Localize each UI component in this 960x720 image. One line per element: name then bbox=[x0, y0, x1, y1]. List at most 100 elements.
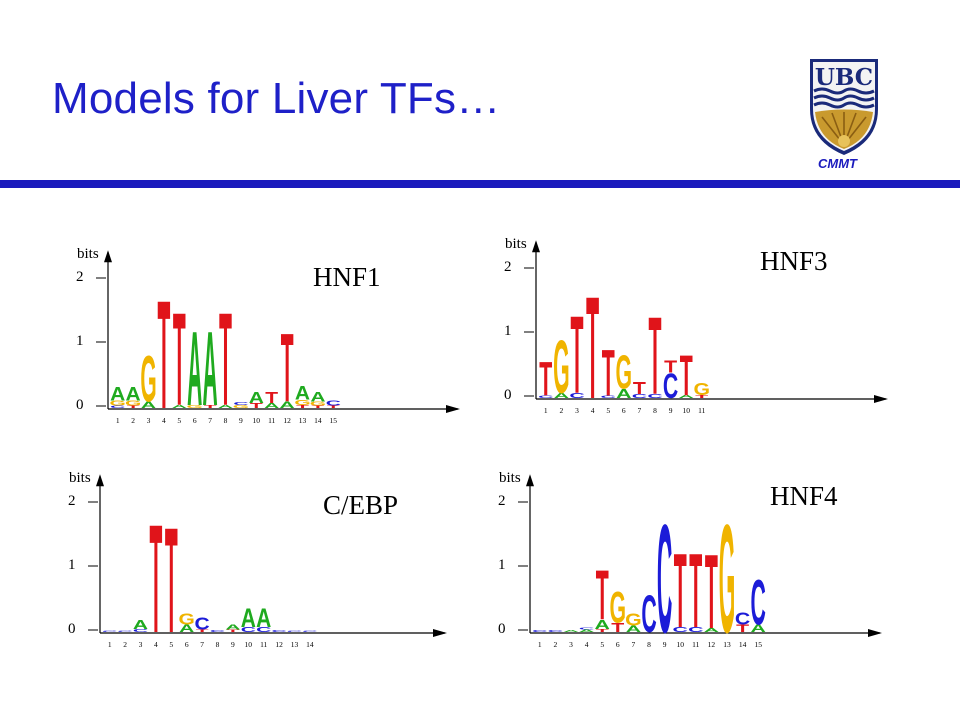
logo-letter-t: T bbox=[265, 388, 279, 406]
position-label: 5 bbox=[169, 640, 173, 649]
logo-letter-c: C bbox=[195, 614, 210, 634]
position-label: 8 bbox=[647, 640, 651, 649]
position-label: 4 bbox=[154, 640, 158, 649]
x-axis-arrow bbox=[446, 405, 460, 413]
position-label: 14 bbox=[306, 640, 314, 649]
logo-letter-c: C bbox=[133, 628, 148, 633]
logo-letter-c: C bbox=[287, 631, 303, 633]
position-label: 6 bbox=[185, 640, 189, 649]
logo-label-hnf1: HNF1 bbox=[313, 262, 381, 292]
logo-letter-a: A bbox=[679, 394, 694, 399]
logo-label-cebp: C/EBP bbox=[323, 490, 399, 520]
position-label: 12 bbox=[708, 640, 716, 649]
position-label: 11 bbox=[268, 416, 275, 425]
position-label: 10 bbox=[682, 406, 690, 415]
position-label: 9 bbox=[663, 640, 667, 649]
position-label: 15 bbox=[754, 640, 762, 649]
ubc-crest-logo: UBC bbox=[808, 57, 880, 157]
logo-letter-g: G bbox=[719, 493, 736, 660]
logo-letter-t: T bbox=[695, 394, 709, 399]
logo-letter-g: G bbox=[110, 400, 126, 408]
position-label: 11 bbox=[692, 640, 699, 649]
position-label: 13 bbox=[723, 640, 731, 649]
logo-letter-c: C bbox=[663, 368, 678, 407]
y-tick-label: 0 bbox=[504, 387, 512, 403]
logo-letter-c: C bbox=[326, 400, 341, 408]
logo-letter-a: A bbox=[256, 604, 271, 634]
logo-letter-a: A bbox=[187, 310, 202, 428]
position-label: 4 bbox=[591, 406, 595, 415]
logo-letter-a: A bbox=[563, 630, 578, 633]
position-label: 9 bbox=[669, 406, 673, 415]
logo-letter-c: C bbox=[647, 394, 662, 400]
y-tick-label: 1 bbox=[504, 323, 512, 339]
position-label: 1 bbox=[544, 406, 548, 415]
y-tick-label: 2 bbox=[498, 493, 506, 509]
logo-label-hnf4: HNF4 bbox=[770, 481, 838, 511]
logo-letter-c: C bbox=[569, 392, 584, 400]
logo-letter-a: A bbox=[264, 402, 279, 410]
position-label: 3 bbox=[569, 640, 573, 649]
x-axis-arrow bbox=[433, 629, 447, 637]
logo-letter-c: C bbox=[233, 401, 248, 406]
position-label: 14 bbox=[314, 416, 322, 425]
logo-letter-g: G bbox=[233, 404, 249, 409]
logo-letter-c: C bbox=[302, 631, 318, 633]
logo-letter-g: G bbox=[294, 399, 310, 407]
logo-letter-c: C bbox=[632, 394, 647, 400]
logo-letter-t: T bbox=[586, 268, 599, 425]
logo-letter-c: C bbox=[579, 627, 594, 630]
position-label: 1 bbox=[538, 640, 542, 649]
logo-letter-t: T bbox=[680, 344, 693, 408]
logo-letter-t: T bbox=[219, 286, 232, 434]
position-label: 12 bbox=[275, 640, 283, 649]
position-label: 5 bbox=[600, 640, 604, 649]
logo-letter-c: C bbox=[688, 626, 703, 634]
logo-letter-t: T bbox=[664, 357, 677, 377]
y-axis-arrow bbox=[526, 474, 534, 487]
logo-letter-t: T bbox=[571, 293, 584, 417]
position-label: 15 bbox=[330, 416, 338, 425]
logo-letter-a: A bbox=[249, 388, 264, 406]
position-label: 5 bbox=[606, 406, 610, 415]
logo-letter-t: T bbox=[149, 493, 162, 660]
position-label: 8 bbox=[216, 640, 220, 649]
sequence-logo-cebp: bits 0 1 2 C 1 C 2 C A 3 T 4 T 5 A G 6 T C 7 C 8 T A 9 C A 10 C A 11 C 12… bbox=[50, 455, 460, 660]
y-axis-label: bits bbox=[499, 470, 521, 486]
position-label: 5 bbox=[177, 416, 181, 425]
position-label: 10 bbox=[676, 640, 684, 649]
logo-letter-t: T bbox=[705, 534, 718, 652]
y-axis-arrow bbox=[96, 474, 104, 487]
logo-letter-t: T bbox=[539, 351, 552, 405]
logo-letter-t: T bbox=[736, 623, 750, 635]
logo-letter-c: C bbox=[751, 568, 766, 639]
logo-letter-t: T bbox=[173, 286, 186, 434]
logo-letter-t: T bbox=[649, 294, 662, 418]
logo-letter-a: A bbox=[172, 404, 187, 409]
logo-letter-a: A bbox=[616, 386, 632, 401]
position-label: 2 bbox=[560, 406, 564, 415]
logo-letter-a: A bbox=[295, 383, 311, 404]
position-label: 8 bbox=[224, 416, 228, 425]
logo-letter-t: T bbox=[611, 620, 624, 635]
logo-letter-a: A bbox=[626, 624, 642, 634]
logo-letter-t: T bbox=[165, 496, 178, 660]
logo-letter-g: G bbox=[187, 404, 203, 409]
logo-letter-c: C bbox=[272, 630, 287, 633]
logo-letter-t: T bbox=[674, 533, 687, 651]
y-tick-label: 0 bbox=[76, 397, 84, 413]
sequence-logo-hnf4: bits 0 1 2 C 1 C 2 A 3 A C 4 T A T 5 T G 6 A G 7 C 8 C 9 C T 10 C T 11 A T… bbox=[482, 455, 892, 660]
logo-letter-c: C bbox=[118, 631, 134, 633]
position-label: 2 bbox=[131, 416, 135, 425]
logo-letter-t: T bbox=[596, 628, 610, 633]
position-label: 9 bbox=[231, 640, 235, 649]
y-axis-label: bits bbox=[77, 246, 99, 262]
logo-letter-t: T bbox=[633, 379, 646, 399]
y-axis-arrow bbox=[104, 250, 112, 263]
logo-letter-c: C bbox=[210, 630, 225, 633]
y-tick-label: 2 bbox=[504, 259, 512, 275]
logo-letter-c: C bbox=[673, 626, 688, 634]
position-label: 13 bbox=[299, 416, 307, 425]
